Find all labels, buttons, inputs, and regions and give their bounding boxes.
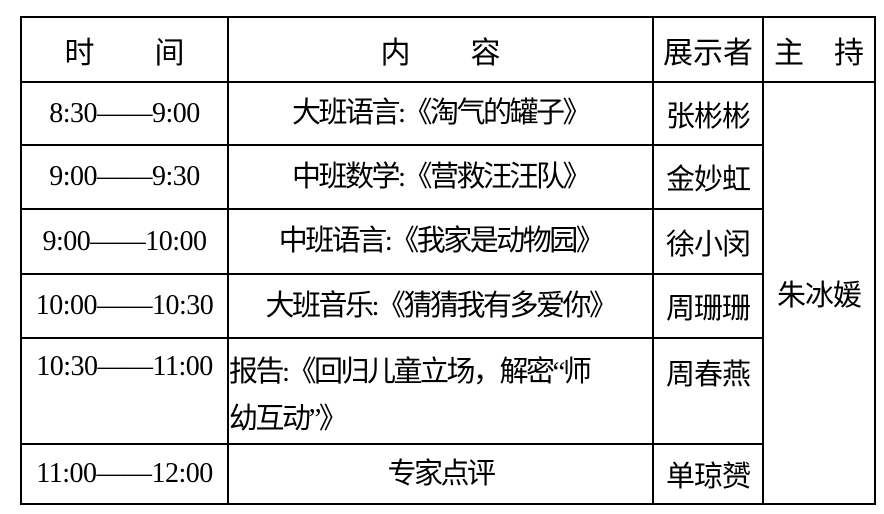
table-row: 11:00——12:00 专家点评 单琼赟 [20, 443, 875, 505]
header-content: 内 容 [227, 16, 654, 83]
cell-host: 朱冰媛 [762, 81, 876, 505]
header-row: 时 间 内 容 展示者 主 持 [20, 16, 876, 83]
cell-presenter: 周春燕 [652, 337, 764, 445]
cell-content: 报告:《回归儿童立场，解密“师 幼互动”》 [227, 337, 654, 445]
header-host: 主 持 [762, 16, 876, 83]
cell-content: 专家点评 [227, 443, 654, 505]
cell-presenter: 张彬彬 [652, 81, 764, 146]
cell-presenter: 单琼赟 [652, 443, 764, 505]
table-row: 10:30——11:00 报告:《回归儿童立场，解密“师 幼互动”》 周春燕 [20, 337, 875, 445]
cell-content: 大班音乐:《猜猜我有多爱你》 [227, 273, 654, 339]
cell-presenter: 周珊珊 [652, 273, 764, 339]
header-time: 时 间 [20, 16, 229, 83]
cell-time: 10:30——11:00 [20, 337, 229, 445]
cell-content: 大班语言:《淘气的罐子》 [227, 81, 654, 146]
table-row: 8:30——9:00 大班语言:《淘气的罐子》 张彬彬 朱冰媛 [20, 81, 876, 505]
cell-time: 11:00——12:00 [20, 443, 229, 505]
header-presenter: 展示者 [652, 16, 764, 83]
table-row: 9:00——9:30 中班数学:《营救汪汪队》 金妙虹 [20, 144, 875, 210]
cell-time: 8:30——9:00 [20, 81, 229, 146]
cell-presenter: 金妙虹 [652, 144, 764, 210]
cell-time: 9:00——10:00 [20, 208, 229, 275]
cell-time: 10:00——10:30 [20, 273, 229, 339]
cell-content: 中班数学:《营救汪汪队》 [227, 144, 654, 210]
cell-time: 9:00——9:30 [20, 144, 229, 210]
schedule-table: 时 间 内 容 展示者 主 持 8:30——9:00 大班语言:《淘气的罐子》 … [20, 16, 876, 505]
cell-content: 中班语言:《我家是动物园》 [227, 208, 654, 275]
table-row: 10:00——10:30 大班音乐:《猜猜我有多爱你》 周珊珊 [20, 273, 875, 339]
cell-presenter: 徐小闵 [652, 208, 764, 275]
table-row: 9:00——10:00 中班语言:《我家是动物园》 徐小闵 [20, 208, 875, 275]
